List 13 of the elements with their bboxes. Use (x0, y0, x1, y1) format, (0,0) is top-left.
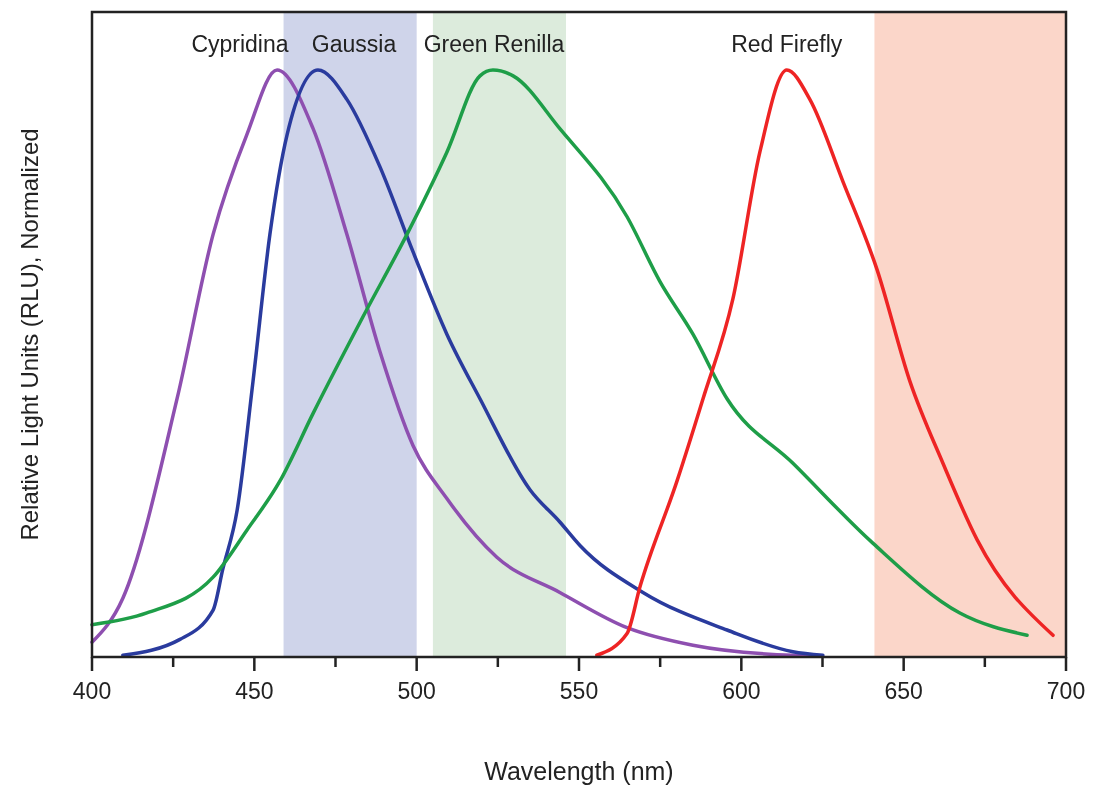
y-axis-title: Relative Light Units (RLU), Normalized (16, 128, 43, 541)
x-tick-label: 550 (559, 678, 599, 704)
x-tick-label: 400 (72, 678, 112, 704)
x-tick-label: 600 (722, 678, 761, 704)
series-label: Red Firefly (731, 31, 843, 57)
x-tick-label: 650 (884, 678, 923, 704)
series-label: Green Renilla (423, 31, 565, 57)
series-label: Cypridina (191, 31, 289, 57)
x-tick-label: 500 (397, 678, 436, 704)
x-tick-label: 700 (1046, 678, 1086, 704)
series-label: Gaussia (311, 31, 397, 57)
x-axis-title: Wavelength (nm) (484, 757, 674, 785)
x-tick-label: 450 (235, 678, 274, 704)
